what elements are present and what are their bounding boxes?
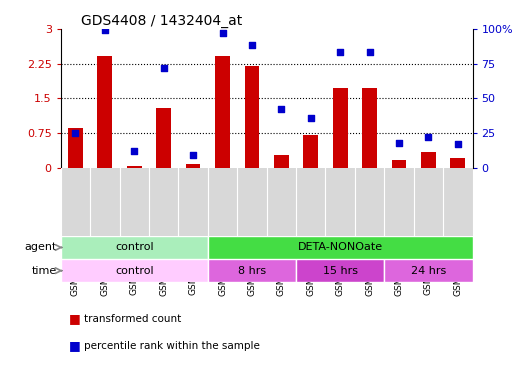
Point [336, 50, 344, 56]
Bar [215, 56, 230, 168]
Point [159, 65, 168, 71]
Text: agent: agent [24, 242, 56, 252]
Text: ■: ■ [69, 312, 80, 325]
Point [130, 148, 138, 154]
Point [365, 50, 374, 56]
Text: time: time [31, 266, 56, 276]
Text: DETA-NONOate: DETA-NONOate [298, 242, 383, 252]
Text: GDS4408 / 1432404_at: GDS4408 / 1432404_at [81, 14, 242, 28]
Point [307, 115, 315, 121]
Bar [304, 134, 318, 168]
Text: percentile rank within the sample: percentile rank within the sample [84, 341, 260, 351]
Bar [208, 259, 296, 282]
Point [424, 134, 432, 141]
Point [218, 30, 227, 36]
Bar [61, 236, 208, 259]
Point [101, 27, 109, 33]
Text: control: control [115, 266, 154, 276]
Text: 24 hrs: 24 hrs [411, 266, 446, 276]
Text: transformed count: transformed count [84, 314, 182, 324]
Text: control: control [115, 242, 154, 252]
Bar [156, 108, 171, 168]
Point [395, 140, 403, 146]
Bar [333, 88, 347, 168]
Text: 8 hrs: 8 hrs [238, 266, 266, 276]
Point [189, 152, 197, 159]
Bar [208, 236, 473, 259]
Bar [244, 66, 259, 168]
Bar [61, 259, 208, 282]
Bar [186, 164, 201, 168]
Bar [127, 166, 142, 168]
Bar [362, 88, 377, 168]
Bar [68, 129, 83, 168]
Bar [392, 159, 407, 168]
Bar [274, 155, 289, 168]
Point [454, 141, 462, 147]
Bar [384, 259, 473, 282]
Point [71, 130, 80, 136]
Text: 15 hrs: 15 hrs [323, 266, 357, 276]
Text: ■: ■ [69, 339, 80, 352]
Bar [98, 56, 112, 168]
Point [248, 42, 256, 48]
Bar [450, 158, 465, 168]
Point [277, 106, 286, 113]
Bar [421, 152, 436, 168]
Bar [296, 259, 384, 282]
